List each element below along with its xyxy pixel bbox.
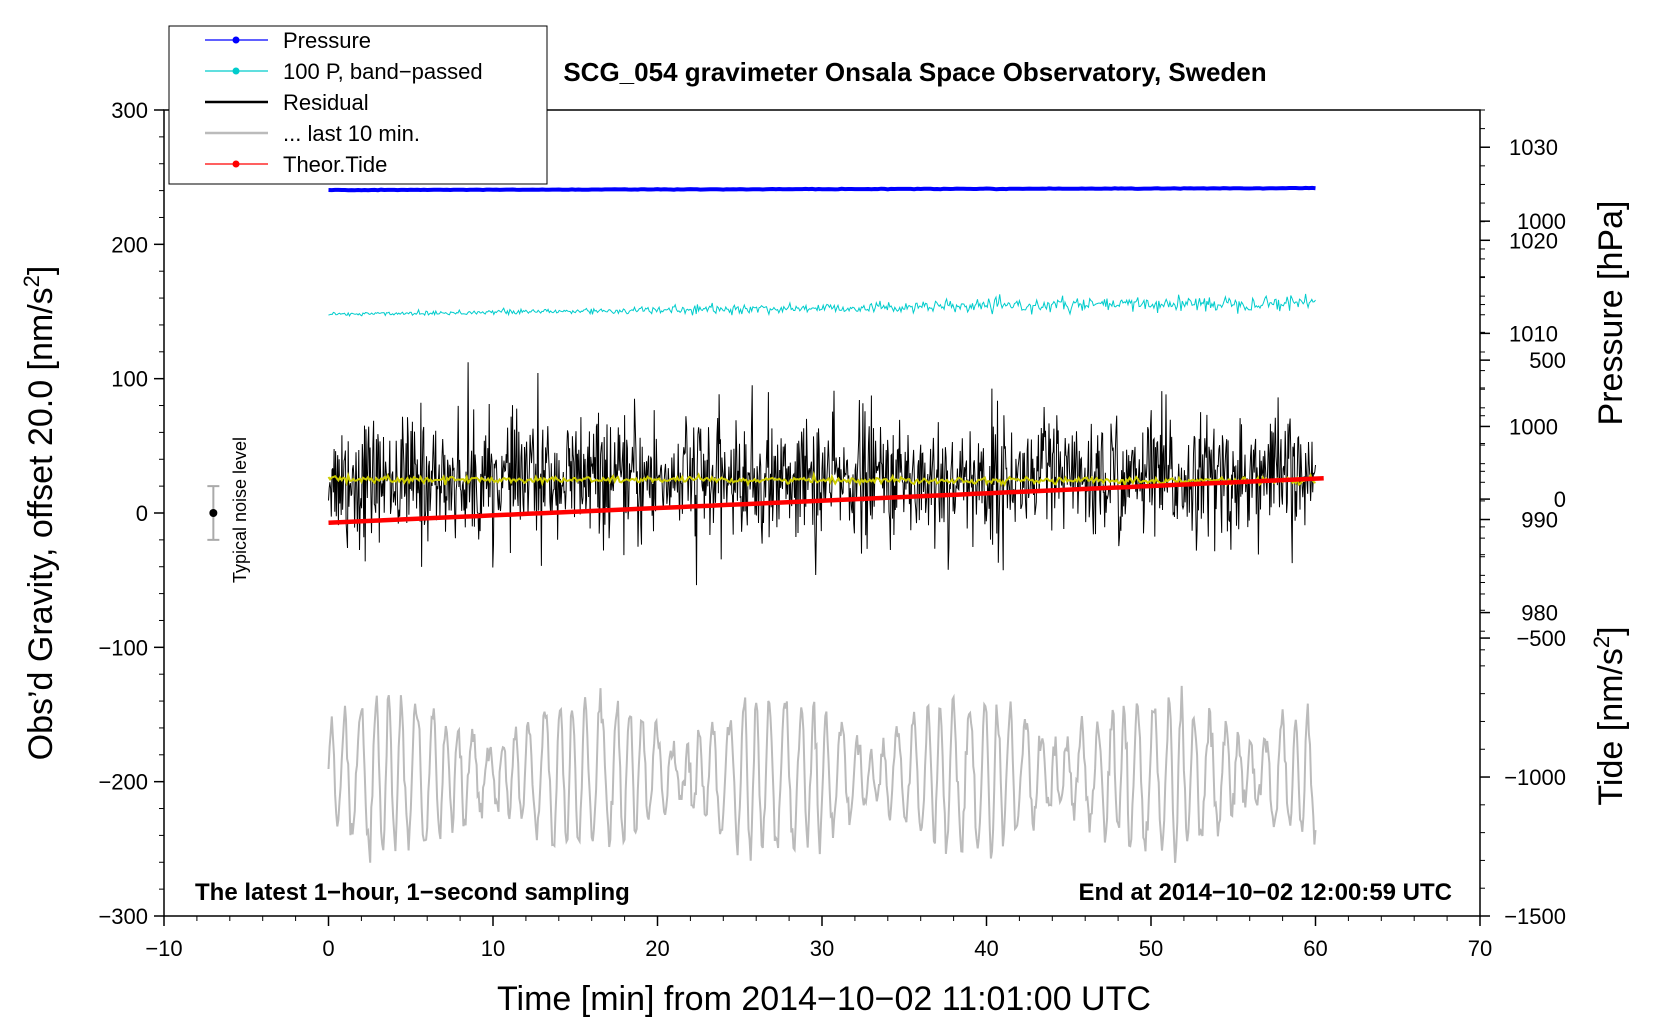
x-axis-label: Time [min] from 2014−10−02 11:01:00 UTC xyxy=(497,980,1151,1018)
series-last-10-min xyxy=(327,685,1317,863)
series-pressure xyxy=(328,185,1316,193)
series-residual-mean xyxy=(327,470,1316,488)
pressure-tick-label: 1000 xyxy=(1509,414,1558,439)
y-label-left-close: ] xyxy=(22,266,60,275)
legend-label: Pressure xyxy=(283,28,371,53)
y-label-tide-sup: 2 xyxy=(1589,636,1614,648)
y-tick-label: 200 xyxy=(111,232,148,257)
y-tick-label: 300 xyxy=(111,98,148,123)
y-label-tide-close: ] xyxy=(1592,626,1630,635)
legend-box xyxy=(168,25,548,185)
tide-tick-label: −1500 xyxy=(1504,904,1566,929)
x-tick-label: −10 xyxy=(145,936,182,961)
y-tick-label: −100 xyxy=(98,635,148,660)
x-tick-label: 40 xyxy=(974,936,998,961)
legend-label: 100 P, band−passed xyxy=(283,59,483,84)
chart-title: SCG_054 gravimeter Onsala Space Observat… xyxy=(563,57,1266,87)
noise-bar-center-dot xyxy=(209,509,218,517)
legend-label: ... last 10 min. xyxy=(283,121,420,146)
y-axis-label-left: Obs’d Gravity, offset 20.0 [nm/s2] xyxy=(19,266,60,761)
noise-label: Typical noise level xyxy=(230,437,250,583)
pressure-tick-label: 990 xyxy=(1521,508,1558,533)
legend-label: Theor.Tide xyxy=(283,152,387,177)
noise-bar xyxy=(207,485,220,541)
y-label-left-main: Obs’d Gravity, offset 20.0 [nm/s xyxy=(22,287,60,760)
series-layer xyxy=(327,185,1324,863)
pressure-tick-label: 1030 xyxy=(1509,135,1558,160)
axis-layer: −10 0 10 20 30 40 50 60 703002001000−100−200−300… xyxy=(98,98,1566,961)
tide-tick-label: −500 xyxy=(1516,626,1566,651)
y-label-tide-main: Tide [nm/s xyxy=(1592,648,1630,805)
x-tick-label: 0 xyxy=(322,936,334,961)
tide-tick-label: −1000 xyxy=(1504,765,1566,790)
x-tick-label: 20 xyxy=(645,936,669,961)
series-theor-tide xyxy=(328,476,1324,525)
annotation-end-time: End at 2014−10−02 12:00:59 UTC xyxy=(1078,879,1452,906)
series-residual xyxy=(328,362,1316,586)
pressure-tick-label: 1020 xyxy=(1509,228,1558,253)
x-tick-label: 60 xyxy=(1303,936,1327,961)
y-axis-label-pressure: Pressure [hPa] xyxy=(1592,201,1630,426)
tide-tick-label: 1000 xyxy=(1517,209,1566,234)
pressure-tick-label: 980 xyxy=(1521,601,1558,626)
legend-label: Residual xyxy=(283,90,369,115)
legend-marker xyxy=(232,67,240,75)
tide-tick-label: 0 xyxy=(1554,487,1566,512)
legend-items: Pressure 100 P, band−passed Residual ... la… xyxy=(205,28,483,177)
y-label-left-sup: 2 xyxy=(19,275,44,287)
x-tick-label: 30 xyxy=(810,936,834,961)
y-tick-label: −200 xyxy=(98,770,148,795)
tide-tick-label: 500 xyxy=(1529,348,1566,373)
y-axis-label-tide: Tide [nm/s2] xyxy=(1589,626,1630,805)
y-tick-label: 0 xyxy=(136,501,148,526)
legend-marker xyxy=(232,160,240,168)
annotation-sampling: The latest 1−hour, 1−second sampling xyxy=(195,879,630,906)
legend: Pressure 100 P, band−passed Residual ... la… xyxy=(168,25,548,185)
legend-marker xyxy=(232,36,240,44)
series-band-passed xyxy=(328,293,1316,318)
y-tick-label: 100 xyxy=(111,367,148,392)
x-tick-label: 10 xyxy=(481,936,505,961)
x-tick-label: 50 xyxy=(1139,936,1163,961)
y-tick-label: −300 xyxy=(98,904,148,929)
pressure-tick-label: 1010 xyxy=(1509,321,1558,346)
x-tick-label: 70 xyxy=(1468,936,1492,961)
